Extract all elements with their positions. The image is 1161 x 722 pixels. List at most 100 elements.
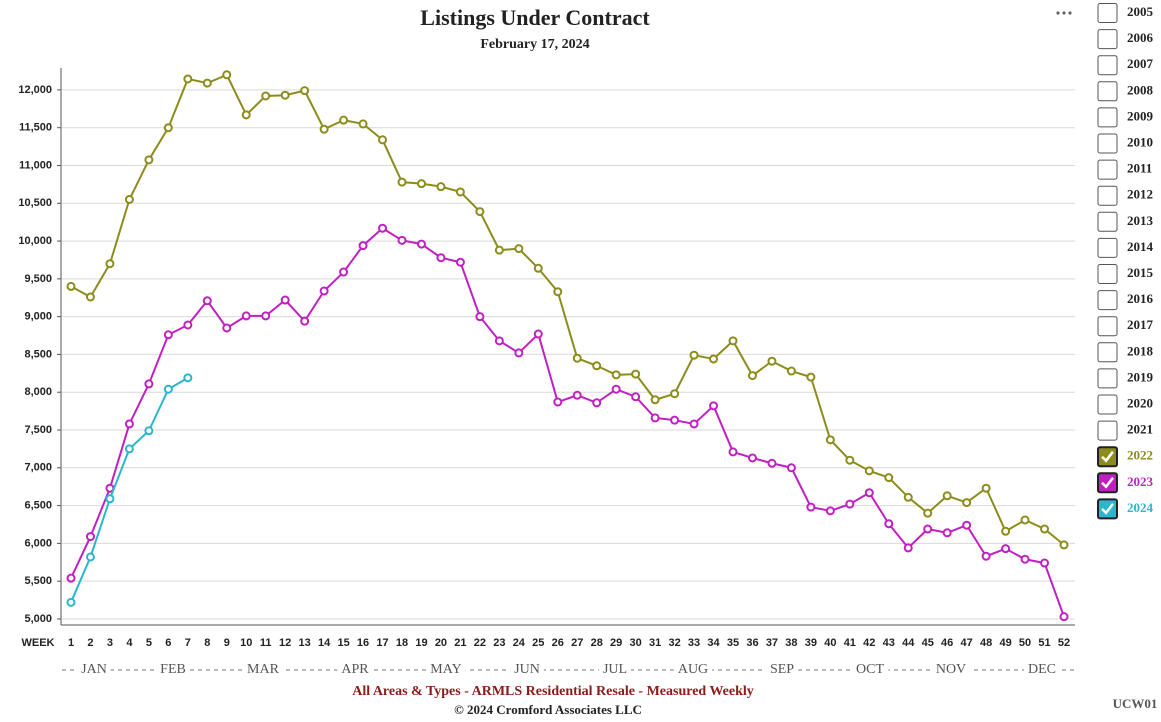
legend-item[interactable]: 2011 <box>1097 159 1152 180</box>
legend-item[interactable]: 2023 <box>1097 472 1154 494</box>
legend-item[interactable]: 2007 <box>1097 55 1154 76</box>
legend-item[interactable]: 2013 <box>1097 211 1154 232</box>
checkbox[interactable] <box>1097 316 1118 337</box>
x-tick-label: 48 <box>980 637 992 649</box>
legend-item[interactable]: 2019 <box>1097 368 1154 389</box>
x-tick-label: 37 <box>766 637 778 649</box>
data-point <box>300 86 310 96</box>
legend-label[interactable]: 2010 <box>1127 134 1153 149</box>
x-tick-label: 3 <box>107 637 113 649</box>
month-label: SEP <box>770 662 794 677</box>
legend-label[interactable]: 2017 <box>1127 317 1154 332</box>
data-point <box>864 488 874 498</box>
x-tick-label: 15 <box>337 637 349 649</box>
data-point <box>339 115 349 125</box>
legend-item[interactable]: 2015 <box>1097 264 1154 284</box>
x-tick-label: 44 <box>902 637 915 649</box>
legend-item[interactable]: 2014 <box>1097 237 1154 258</box>
data-point <box>806 372 816 382</box>
data-point <box>163 123 173 133</box>
legend-label[interactable]: 2018 <box>1127 343 1154 358</box>
month-label-bg <box>765 662 799 678</box>
legend-label[interactable]: 2019 <box>1127 369 1154 384</box>
legend-label[interactable]: 2023 <box>1127 474 1154 489</box>
data-point <box>416 239 426 249</box>
y-tick-label: 8,000 <box>24 386 52 398</box>
legend-item[interactable]: 2008 <box>1097 81 1154 102</box>
x-tick-label: 42 <box>863 637 875 649</box>
checkbox[interactable] <box>1097 211 1118 232</box>
legend-item[interactable]: 2024 <box>1097 498 1154 520</box>
checkbox[interactable] <box>1097 342 1118 363</box>
legend-item[interactable]: 2018 <box>1097 342 1154 363</box>
legend-label[interactable]: 2014 <box>1127 239 1154 254</box>
legend-label[interactable]: 2024 <box>1127 500 1154 515</box>
legend-label[interactable]: 2015 <box>1127 265 1154 280</box>
legend-item[interactable]: 2016 <box>1097 290 1154 311</box>
data-point <box>592 398 602 408</box>
data-point <box>124 444 134 454</box>
legend-label[interactable]: 2011 <box>1127 161 1152 176</box>
checkbox[interactable] <box>1097 55 1118 76</box>
x-tick-label: 20 <box>435 637 447 649</box>
data-point <box>806 502 816 512</box>
data-point <box>631 392 641 402</box>
checkbox[interactable] <box>1097 133 1118 154</box>
checkbox[interactable] <box>1097 29 1118 50</box>
data-point <box>981 483 991 493</box>
legend-label[interactable]: 2021 <box>1127 422 1153 437</box>
legend-item[interactable]: 2022 <box>1097 446 1153 468</box>
data-point <box>222 70 232 80</box>
x-tick-label: 1 <box>68 637 74 649</box>
x-tick-label: 30 <box>630 637 642 649</box>
checkbox[interactable] <box>1097 420 1118 441</box>
checkbox[interactable] <box>1097 394 1118 415</box>
month-label: AUG <box>678 662 708 677</box>
legend-label[interactable]: 2016 <box>1127 291 1154 306</box>
x-tick-label: 7 <box>185 637 191 649</box>
legend-item[interactable]: 2010 <box>1097 133 1153 154</box>
y-tick-label: 7,000 <box>24 462 52 474</box>
legend-label[interactable]: 2013 <box>1127 213 1154 228</box>
checkbox[interactable] <box>1097 107 1118 128</box>
legend-item[interactable]: 2005 <box>1097 3 1154 23</box>
legend-label[interactable]: 2009 <box>1127 108 1154 123</box>
legend-item[interactable]: 2017 <box>1097 316 1154 337</box>
legend-item[interactable]: 2006 <box>1097 29 1154 50</box>
legend-item[interactable]: 2012 <box>1097 185 1153 206</box>
checkbox[interactable] <box>1097 81 1118 102</box>
legend-label[interactable]: 2020 <box>1127 395 1153 410</box>
legend-label[interactable]: 2012 <box>1127 187 1153 202</box>
checkbox[interactable] <box>1097 368 1118 389</box>
data-point <box>319 124 329 134</box>
x-tick-label: 16 <box>357 637 369 649</box>
checkbox[interactable] <box>1097 290 1118 311</box>
data-point <box>1059 612 1069 622</box>
legend-label[interactable]: 2006 <box>1127 30 1154 45</box>
legend-label[interactable]: 2022 <box>1127 448 1153 463</box>
checkbox[interactable] <box>1097 159 1118 180</box>
legend-label[interactable]: 2005 <box>1127 4 1154 19</box>
menu-button[interactable] <box>1056 11 1072 15</box>
data-point <box>572 390 582 400</box>
month-label-bg <box>931 662 971 678</box>
legend-item[interactable]: 2009 <box>1097 107 1154 128</box>
legend-label[interactable]: 2007 <box>1127 56 1154 71</box>
checkbox[interactable] <box>1097 472 1118 494</box>
checkbox[interactable] <box>1097 185 1118 206</box>
data-point <box>650 413 660 423</box>
month-label: DEC <box>1028 662 1056 677</box>
legend-label[interactable]: 2008 <box>1127 82 1154 97</box>
legend-item[interactable]: 2021 <box>1097 420 1153 441</box>
data-point <box>572 353 582 363</box>
month-label: FEB <box>160 662 186 677</box>
checkbox[interactable] <box>1097 264 1118 284</box>
data-point <box>709 401 719 411</box>
checkbox[interactable] <box>1097 3 1118 23</box>
checkbox[interactable] <box>1097 446 1118 468</box>
checkbox[interactable] <box>1097 498 1118 520</box>
series-line <box>70 376 189 603</box>
legend-item[interactable]: 2020 <box>1097 394 1153 415</box>
checkbox[interactable] <box>1097 237 1118 258</box>
data-point <box>124 195 134 205</box>
